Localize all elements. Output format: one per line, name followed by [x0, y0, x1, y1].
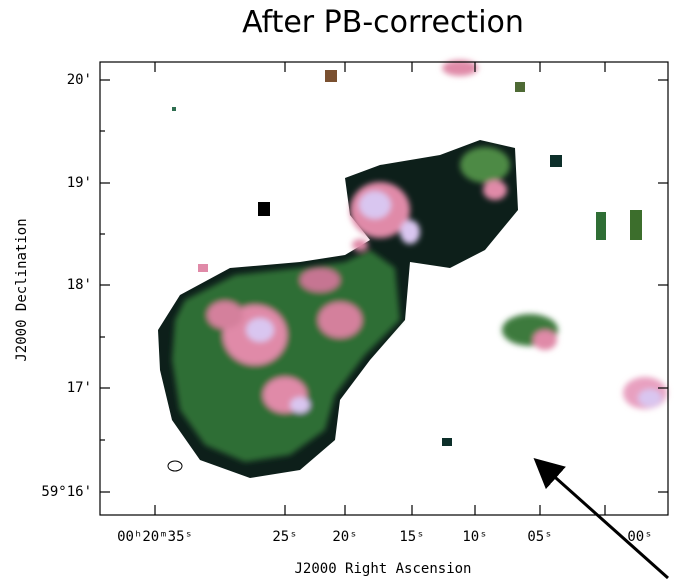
x-axis-label: J2000 Right Ascension	[294, 561, 471, 577]
x-tick-label: 00ˢ	[627, 529, 652, 545]
x-tick-label: 25ˢ	[272, 529, 297, 545]
x-tick-label: 20ˢ	[332, 529, 357, 545]
y-tick-label: 19'	[67, 175, 92, 191]
axes-frame	[99, 61, 669, 516]
y-tick-label: 59°16'	[41, 484, 92, 500]
x-tick-label: 00ʰ20ᵐ35ˢ	[117, 529, 193, 545]
y-tick-label: 20'	[67, 72, 92, 88]
x-tick-label: 10ˢ	[462, 529, 487, 545]
x-tick-label: 15ˢ	[399, 529, 424, 545]
sky-image	[158, 60, 667, 478]
title: After PB-correction	[242, 5, 524, 40]
x-tick-label: 05ˢ	[527, 529, 552, 545]
y-tick-label: 18'	[67, 277, 92, 293]
arrow	[533, 458, 669, 580]
y-tick-label: 17'	[67, 380, 92, 396]
y-axis-label: J2000 Declination	[14, 218, 30, 361]
